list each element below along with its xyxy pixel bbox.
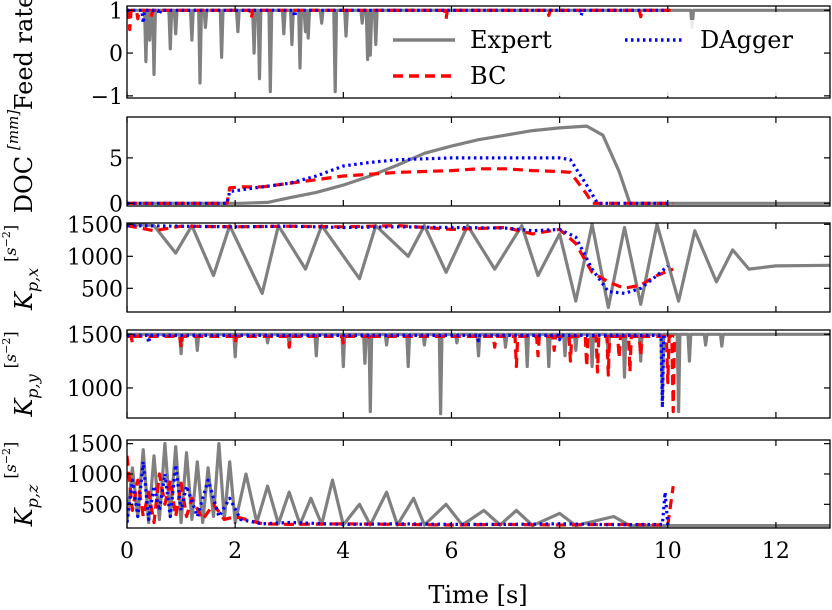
- axes-frame: [126, 329, 831, 419]
- y-tick-label: 0: [109, 192, 123, 217]
- y-axis-label: Kp,y[s−2]: [0, 331, 42, 417]
- series-bc-line: [127, 455, 675, 527]
- panels-group: −1 0 1 Feed rate 0 5 DOC[mm] 500 1000 1500 Kp,x[s−…: [0, 0, 831, 564]
- x-tick-label: 2: [228, 539, 242, 564]
- series-dagger-line: [127, 8, 668, 25]
- panel-feed: −1 0 1 Feed rate: [10, 0, 831, 110]
- axes-frame: [126, 5, 831, 99]
- series-expert-line: [127, 8, 830, 94]
- y-tick-label: 1000: [67, 463, 123, 488]
- x-tick-label: 8: [553, 539, 567, 564]
- series-lines: [127, 8, 830, 94]
- axes-frame: [126, 116, 831, 207]
- panel-doc: 0 5 DOC[mm]: [4, 110, 831, 217]
- legend-label-bc: BC: [470, 62, 506, 90]
- y-tick-label: 5: [109, 147, 123, 172]
- series-expert-line: [127, 332, 830, 416]
- axes-frame: [126, 222, 831, 313]
- legend-label-dagger: DAgger: [700, 26, 794, 54]
- y-tick-label: 500: [81, 493, 123, 518]
- axes-frame: [126, 439, 831, 529]
- panel-kpx: 500 1000 1500 Kp,x[s−2]: [0, 213, 831, 313]
- y-tick-label: 1: [109, 0, 123, 24]
- series-dagger-line: [127, 156, 668, 205]
- series-lines: [127, 223, 830, 310]
- y-tick-label: 1000: [67, 377, 123, 402]
- y-tick-label: 1500: [67, 213, 123, 238]
- y-tick-label: 0: [109, 42, 123, 67]
- y-tick-label: 1000: [67, 245, 123, 270]
- series-lines: [127, 332, 830, 416]
- y-tick-label: −1: [91, 85, 123, 110]
- x-tick-label: 10: [654, 539, 682, 564]
- series-lines: [127, 442, 830, 528]
- y-tick-label: 500: [81, 277, 123, 302]
- panel-kpy: 1000 1500 Kp,y[s−2]: [0, 323, 831, 419]
- legend: Expert DAgger BC: [382, 20, 822, 96]
- y-axis-label: Kp,z[s−2]: [0, 442, 42, 528]
- series-bc-line: [127, 167, 674, 205]
- y-axis-label: Feed rate: [10, 0, 38, 110]
- x-axis-label: Time [s]: [428, 581, 527, 609]
- y-tick-label: 1500: [67, 433, 123, 458]
- series-dagger-line: [127, 224, 669, 295]
- legend-background: [382, 20, 822, 96]
- series-expert-line: [127, 442, 830, 528]
- legend-label-expert: Expert: [470, 26, 552, 54]
- panel-kpz: 500 1000 1500 Kp,z[s−2] 0 2 4 6 8 10 12: [0, 433, 831, 564]
- series-expert-line: [127, 223, 830, 310]
- y-axis-label: Kp,x[s−2]: [0, 225, 42, 311]
- y-tick-label: 1500: [67, 323, 123, 348]
- series-expert-line: [127, 124, 830, 205]
- x-tick-label: 4: [336, 539, 350, 564]
- x-tick-label: 6: [444, 539, 458, 564]
- series-lines: [127, 124, 830, 205]
- x-tick-label: 12: [762, 539, 790, 564]
- x-tick-label: 0: [120, 539, 134, 564]
- y-axis-label: DOC[mm]: [4, 110, 38, 214]
